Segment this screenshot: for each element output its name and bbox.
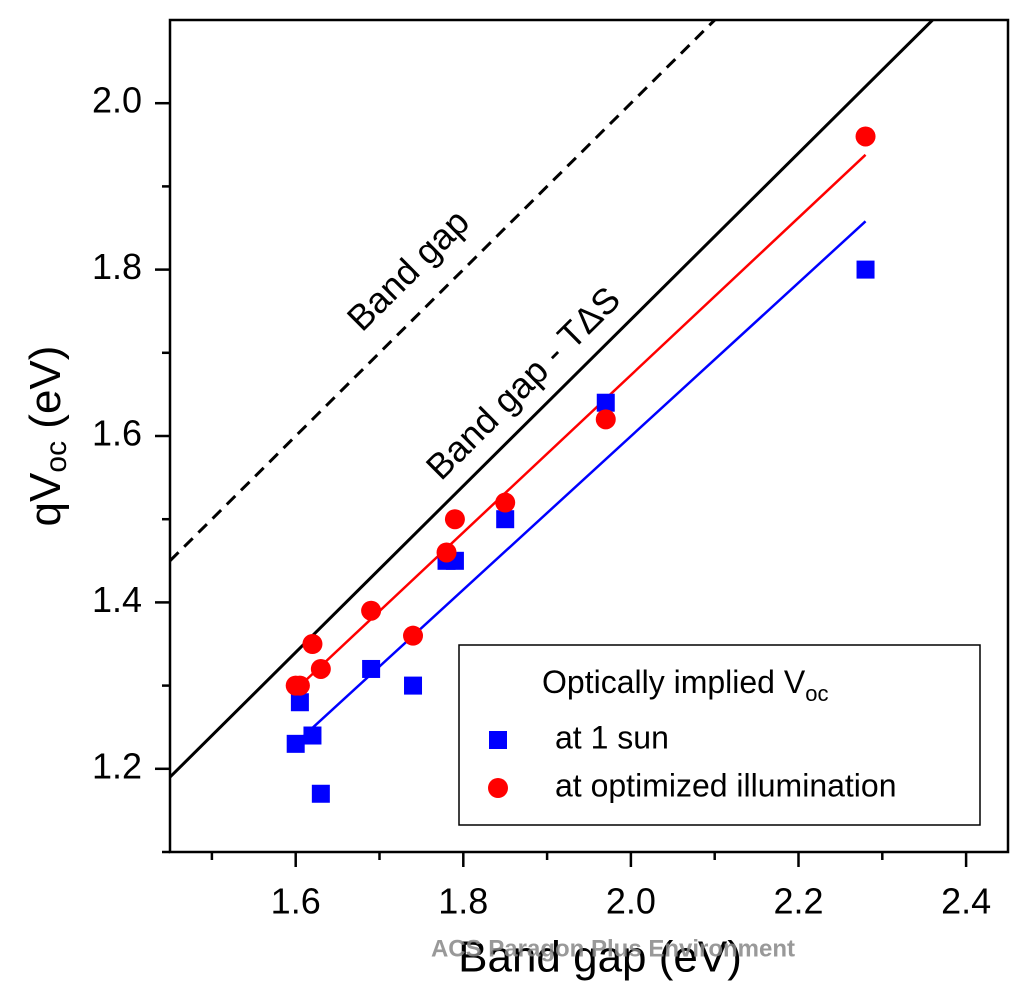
line [294,153,867,691]
marker [596,393,615,412]
marker [856,260,875,279]
lines [170,20,934,779]
y-tick-label: 1.4 [92,579,142,620]
x-axis-title: Band gap (eV) [458,933,742,982]
marker [855,126,876,147]
y-axis-title-sub: oc [40,441,73,473]
legend-title: Optically implied Voc [542,664,828,705]
marker [290,693,309,712]
y-axis-title-tail: (eV) [21,346,70,441]
marker [303,726,322,745]
y-tick-label: 1.6 [92,413,142,454]
marker [436,542,457,563]
legend-title-main: Optically implied V [542,664,806,700]
legend-label: at optimized illumination [555,767,897,803]
marker [286,734,305,753]
marker [444,509,465,530]
marker [362,659,381,678]
y-tick-label: 1.8 [92,246,142,287]
line [170,20,716,562]
line-label: Band gap - TΔS [418,278,628,487]
legend-label: at 1 sun [555,719,669,755]
marker [311,784,330,803]
line [170,20,934,779]
legend-marker [488,778,508,798]
legend-title-sub: oc [805,681,828,706]
x-tick-label: 2.4 [941,881,991,922]
x-tick-label: 2.2 [773,881,823,922]
legend-marker [489,731,507,749]
marker [404,676,423,695]
line [303,220,867,737]
marker [289,675,310,696]
marker [495,492,516,513]
marker [595,409,616,430]
y-axis-title-main: qV [21,472,70,526]
x-tick-label: 1.6 [271,881,321,922]
legend-box [458,644,981,826]
marker [403,625,424,646]
x-tick-label: 2.0 [606,881,656,922]
watermark: ACS Paragon Plus Environment [431,935,795,962]
marker [302,634,323,654]
marker [361,600,382,621]
y-tick-label: 2.0 [92,80,142,121]
y-tick-label: 1.2 [92,745,142,786]
y-axis-title: qVoc (eV) [21,346,73,527]
marker [496,510,515,529]
x-tick-label: 1.8 [438,881,488,922]
line-label: Band gap [339,201,477,339]
marker [310,658,331,679]
